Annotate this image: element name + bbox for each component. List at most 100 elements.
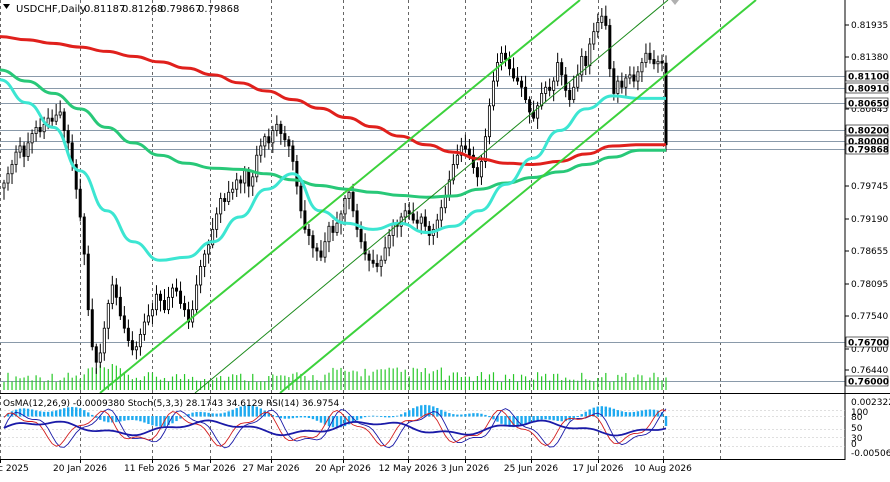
volume-bar	[15, 376, 17, 390]
volume-bar	[272, 374, 274, 390]
volume-bar	[244, 380, 246, 390]
volume-bar	[75, 375, 77, 390]
level-tag[interactable]	[845, 124, 889, 136]
candle-body	[195, 284, 199, 311]
level-tag[interactable]	[845, 82, 889, 94]
date-label: 5 Mar 2026	[184, 464, 236, 474]
volume-bar	[436, 369, 438, 390]
candle-body	[536, 105, 540, 119]
volume-bar	[553, 373, 555, 390]
osma-bar	[46, 411, 50, 417]
volume-bar	[143, 376, 146, 390]
volume-bar	[528, 380, 531, 390]
volume-bar	[404, 369, 406, 390]
osma-bar	[171, 416, 174, 424]
channel-median-line[interactable]	[194, 0, 669, 394]
date-label: 27 Mar 2026	[242, 464, 299, 474]
candle-body	[211, 228, 215, 246]
chart-menu-triangle-icon[interactable]	[3, 4, 10, 9]
indicator-pane[interactable]: OsMA(12,26,9) -0.0009380 Stoch(5,3,3) 28…	[0, 398, 890, 459]
osma-bar	[600, 406, 604, 417]
channel-upper-line[interactable]	[99, 0, 581, 394]
candle-body	[30, 133, 34, 144]
price-label: 0.81935	[851, 21, 888, 31]
candle-body	[291, 145, 295, 162]
volume-bar	[581, 372, 583, 390]
volume-bar	[569, 379, 571, 390]
osma-bar	[504, 416, 507, 426]
date-label: 11 Feb 2026	[124, 464, 180, 474]
candle-body	[106, 303, 110, 329]
price-label: 0.79190	[851, 215, 888, 225]
volume-bar	[127, 374, 129, 390]
osma-bar	[408, 410, 411, 417]
shift-marker-icon[interactable]	[671, 0, 679, 5]
indicator-axis-label: 100	[851, 408, 868, 418]
level-tag[interactable]	[845, 70, 889, 82]
candle-body	[552, 80, 556, 91]
volume-bar	[236, 375, 238, 390]
candle-body	[150, 309, 154, 317]
candle-body	[98, 352, 102, 363]
candle-body	[359, 228, 363, 243]
volume-bar	[396, 367, 398, 390]
date-axis[interactable]: 26 Dec 2025 20 Jan 2026 11 Feb 2026 5 Mar 2…	[0, 459, 845, 474]
volume-bar	[51, 373, 53, 390]
osma-bar	[311, 416, 315, 420]
volume-bar	[520, 374, 523, 390]
candle-body	[387, 235, 391, 249]
osma-bar	[480, 413, 483, 417]
candle-body	[167, 296, 170, 311]
osma-bar	[227, 411, 230, 417]
osma-bar	[444, 411, 447, 417]
indicator-axis-label: 30	[851, 434, 863, 444]
level-tag[interactable]	[845, 143, 889, 155]
osma-bar	[548, 416, 551, 420]
volume-bar	[199, 380, 202, 390]
osma-bar	[584, 411, 587, 417]
price-axis[interactable]: 0.819350.813800.808450.802950.797450.791…	[844, 0, 889, 460]
level-tag[interactable]	[845, 336, 889, 348]
osma-bar	[62, 408, 66, 417]
osma-bar	[628, 412, 632, 417]
candle-body	[355, 210, 359, 230]
osma-bar	[315, 416, 319, 421]
osma-bar	[608, 407, 612, 417]
indicator-title: OsMA(12,26,9) -0.0009380 Stoch(5,3,3) 28…	[3, 399, 339, 409]
candle-body	[22, 145, 26, 157]
candle-body	[283, 133, 287, 141]
osma-bar	[295, 416, 299, 418]
level-tag[interactable]	[845, 97, 889, 109]
indicator-axis-label: 50	[851, 424, 863, 434]
volume-bar	[63, 377, 65, 390]
osma-bar	[400, 414, 403, 417]
volume-bar	[71, 377, 73, 390]
volume-bar	[597, 378, 599, 390]
osma-bar	[395, 415, 399, 417]
candle-body	[495, 62, 499, 82]
candle-body	[259, 145, 263, 156]
osma-bar	[14, 409, 18, 417]
candle-body	[335, 222, 339, 233]
volume-bar	[308, 380, 310, 390]
price-pane[interactable]: USDCHF,Daily 0.81187 0.81268 0.79867 0.7…	[0, 0, 845, 459]
osma-bar	[347, 416, 351, 425]
level-tag[interactable]	[845, 375, 889, 387]
indicator-axis-label: 0	[851, 440, 857, 450]
volume-bar	[492, 372, 495, 390]
volume-bar	[324, 374, 326, 390]
osma-bar	[135, 416, 138, 421]
price-label: 0.78655	[851, 247, 888, 257]
candle-body	[331, 225, 335, 233]
osma-bar	[524, 416, 527, 425]
volume-bar	[264, 381, 266, 390]
channel-lower-line[interactable]	[279, 0, 757, 394]
price-label: 0.76440	[851, 366, 888, 376]
osma-bar	[131, 416, 134, 421]
volume-bar	[472, 381, 475, 390]
osma-bar	[18, 408, 22, 417]
candle-body	[500, 52, 503, 63]
candle-body	[592, 31, 596, 45]
